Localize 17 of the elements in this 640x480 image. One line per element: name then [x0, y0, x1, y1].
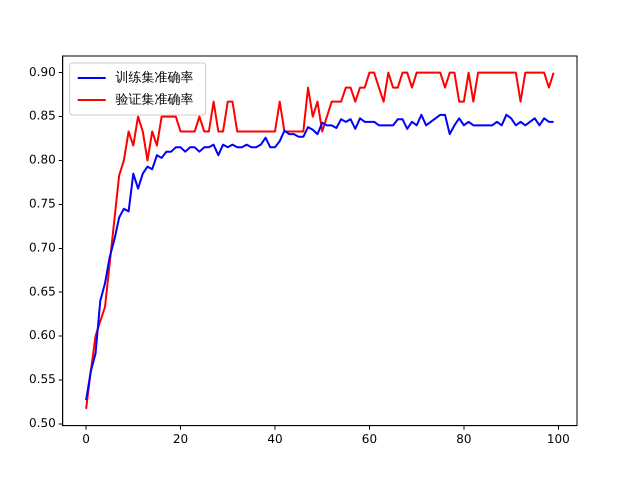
x-tick-label: 100 [546, 432, 570, 446]
y-tick-label: 0.55 [29, 372, 56, 386]
y-tick-label: 0.60 [29, 328, 56, 342]
legend-label: 验证集准确率 [116, 91, 194, 108]
x-tick-label: 20 [172, 432, 188, 446]
y-tick-label: 0.65 [29, 284, 56, 298]
x-tick-label: 80 [456, 432, 472, 446]
y-tick-label: 0.75 [29, 196, 56, 210]
x-tick-label: 0 [82, 432, 90, 446]
y-tick-label: 0.85 [29, 108, 56, 123]
y-tick-label: 0.90 [29, 64, 56, 79]
y-tick-label: 0.80 [29, 152, 56, 167]
x-tick-label: 60 [362, 432, 378, 446]
y-tick-label: 0.70 [29, 240, 56, 254]
y-tick-label: 0.50 [29, 416, 56, 430]
legend-label: 训练集准确率 [116, 69, 194, 86]
x-tick-label: 40 [267, 432, 283, 446]
